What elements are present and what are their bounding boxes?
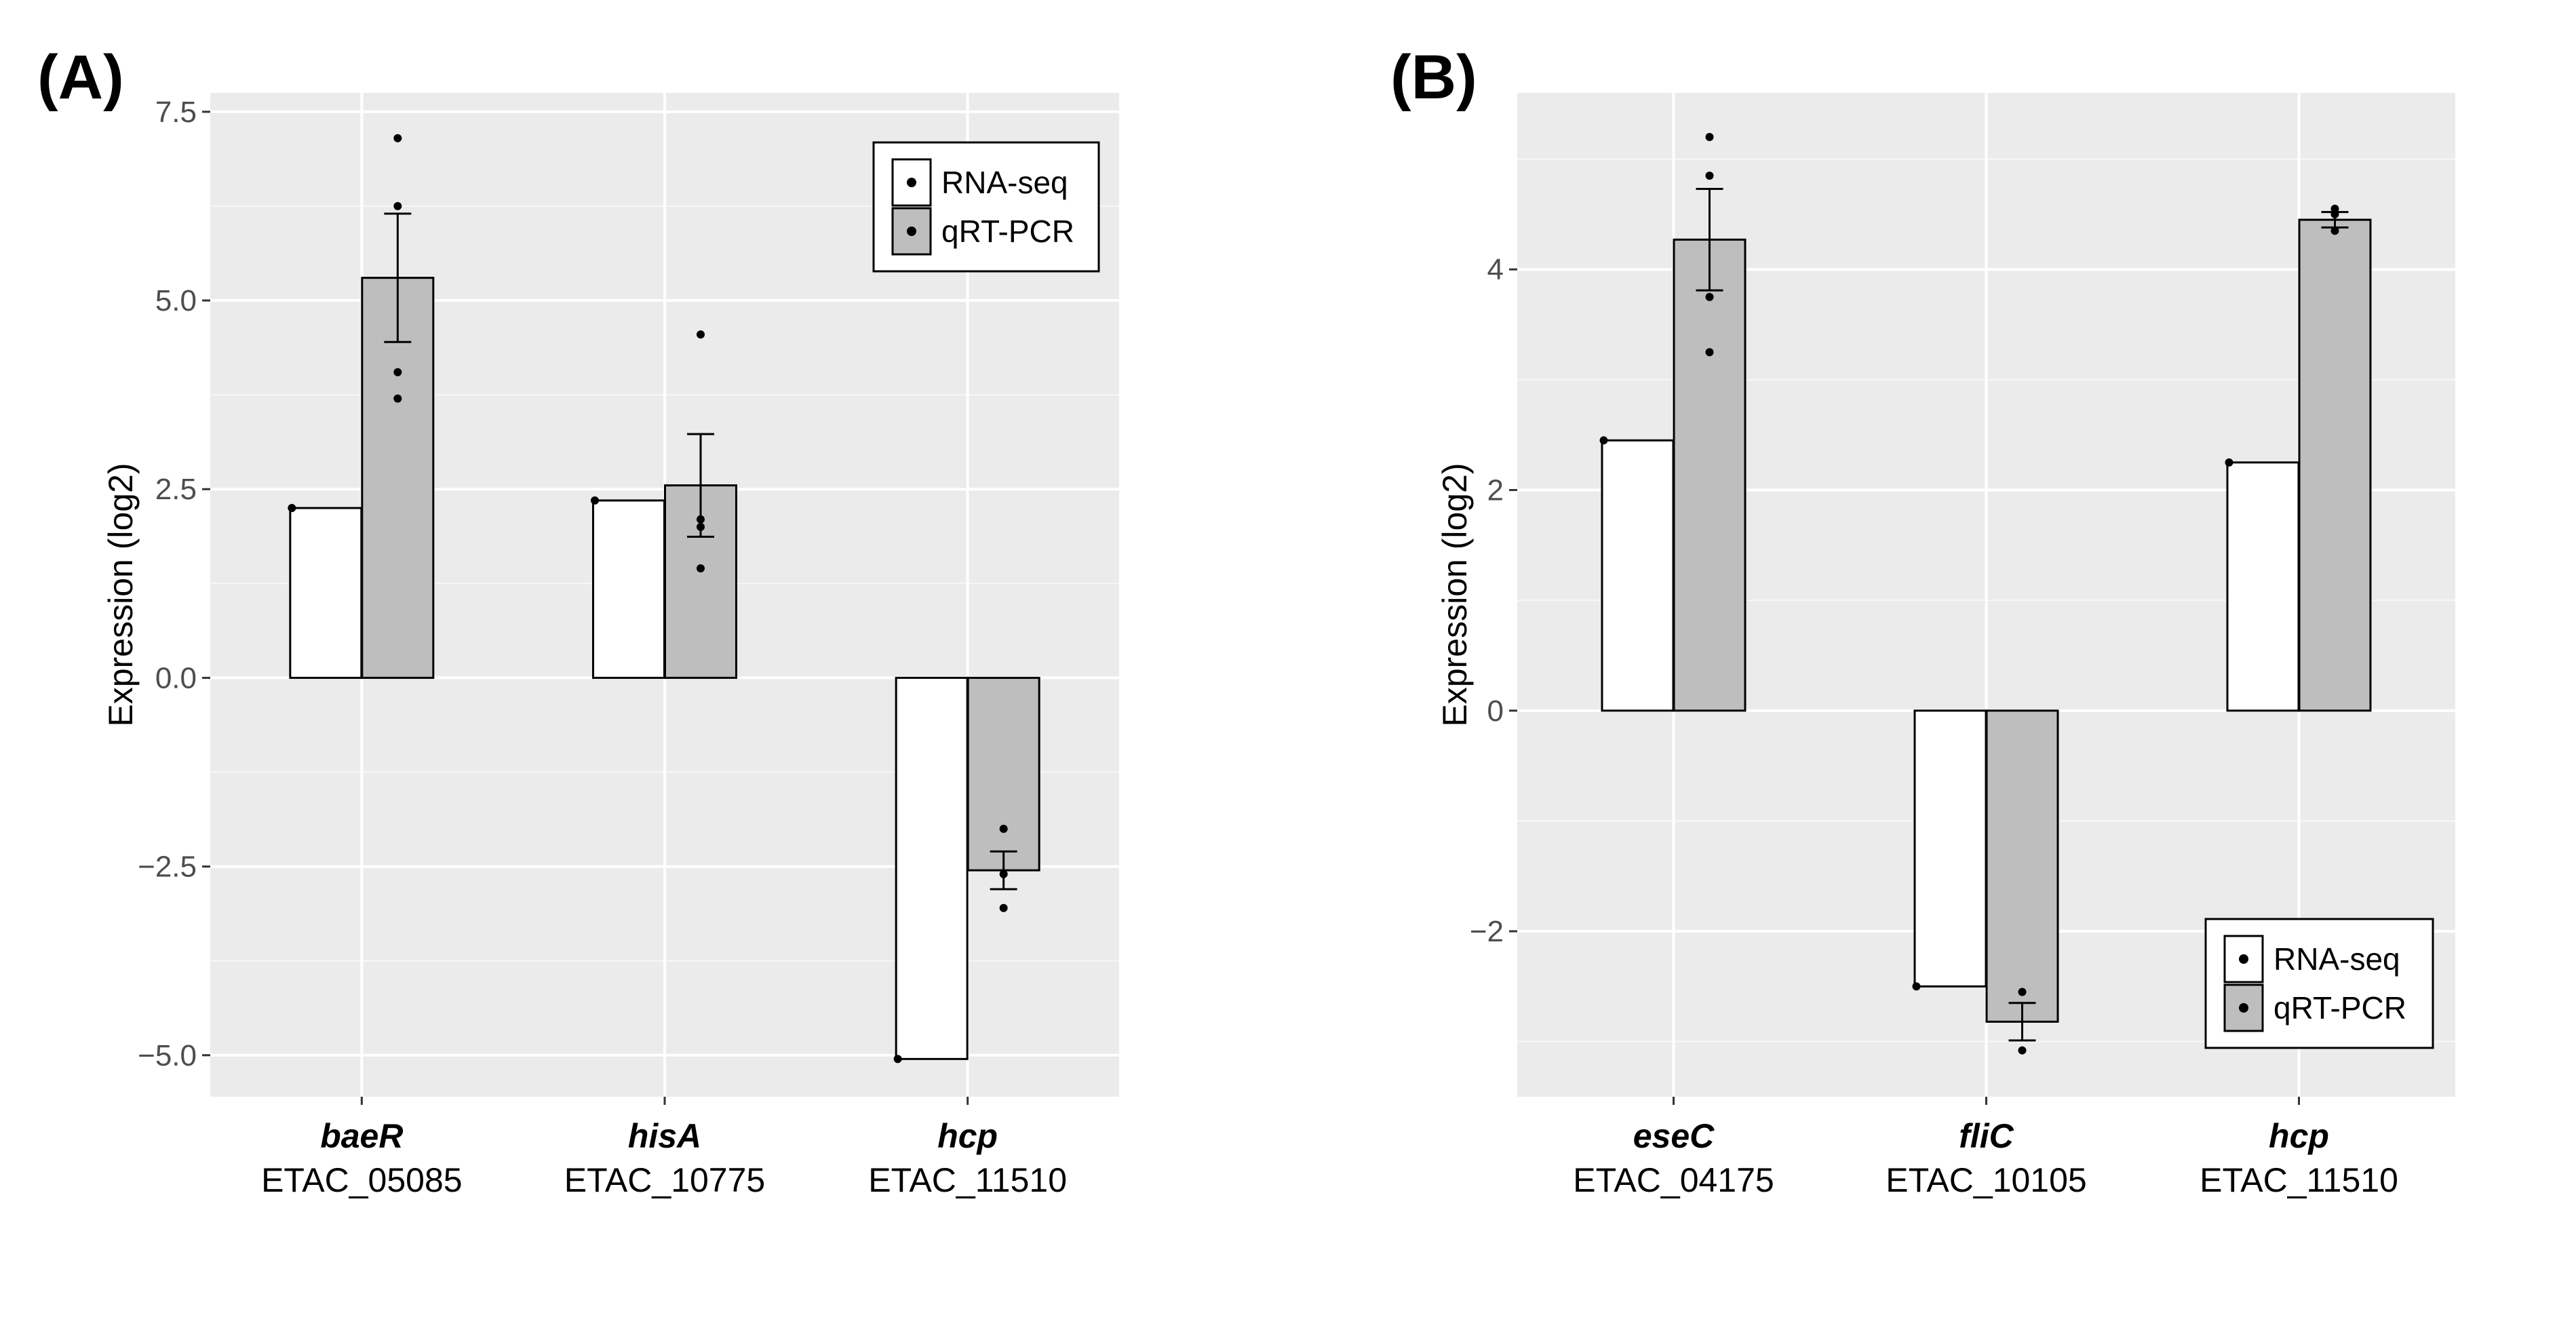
y-tick-label: 2 — [1487, 473, 1504, 507]
data-point — [393, 394, 402, 403]
data-point — [2225, 458, 2233, 467]
chart-panel-a: −5.0 −2.5 0.0 2.5 5.0 7.5 Expression (log2) bae… — [37, 43, 1119, 1199]
x-tick-label-gene: hcp — [937, 1117, 998, 1155]
x-tick-label-gene: eseC — [1633, 1117, 1715, 1155]
data-point — [1705, 348, 1714, 357]
data-point — [1705, 133, 1714, 142]
data-point — [591, 496, 599, 505]
data-point — [697, 330, 705, 339]
data-point — [893, 1055, 902, 1063]
y-axis-label: Expression (log2) — [102, 463, 140, 726]
bar-rna-seq-flic — [1913, 709, 1987, 988]
bar-qrt-pcr-esec — [1673, 238, 1746, 712]
data-point — [2018, 988, 2027, 996]
data-point — [999, 870, 1008, 878]
legend-key-point — [2239, 1003, 2248, 1013]
y-tick-label: 7.5 — [155, 96, 197, 129]
bar-rna-seq-hcp — [895, 676, 969, 1060]
data-point — [1912, 982, 1921, 991]
data-point — [1599, 436, 1608, 445]
bar-rna-seq-hcp — [2226, 461, 2300, 712]
legend-key-point — [2239, 954, 2248, 964]
chart-panel-b: −2 0 2 4 Expression (log2) eseC ETAC_04175 fliC… — [1390, 43, 2455, 1199]
data-point — [999, 903, 1008, 912]
legend-key-point — [907, 178, 916, 187]
y-tick-label: 4 — [1487, 253, 1504, 286]
x-tick-label-gene: hisA — [628, 1117, 701, 1155]
y-tick-label: 5.0 — [155, 284, 197, 317]
x-tick-label-gene: fliC — [1959, 1117, 2014, 1155]
data-point — [2330, 227, 2339, 235]
data-point — [393, 134, 402, 142]
data-point — [393, 368, 402, 376]
data-point — [697, 564, 705, 573]
y-tick-label: −2.5 — [138, 851, 197, 884]
x-tick-label-gene: hcp — [2269, 1117, 2329, 1155]
legend-key-qrt-pcr — [2223, 983, 2264, 1032]
y-tick-label: −2 — [1470, 915, 1504, 948]
bar-qrt-pcr-hcp — [967, 676, 1040, 872]
data-point — [288, 504, 296, 513]
bar-qrt-pcr-hcp — [2298, 218, 2372, 712]
bar-rna-seq-hisa — [592, 499, 665, 679]
legend-label: qRT-PCR — [2273, 990, 2406, 1026]
y-tick-label: 0 — [1487, 695, 1504, 728]
x-tick-label-locus: ETAC_11510 — [868, 1161, 1067, 1199]
bar-qrt-pcr-baer — [361, 277, 435, 679]
x-tick-label-locus: ETAC_10105 — [1886, 1161, 2086, 1199]
legend-label: RNA-seq — [941, 165, 1068, 200]
x-tick-label-gene: baeR — [320, 1117, 403, 1155]
panel-label: (B) — [1390, 43, 1477, 112]
x-tick-label-locus: ETAC_05085 — [261, 1161, 462, 1199]
y-tick-label: −5.0 — [138, 1039, 197, 1072]
data-point — [1705, 292, 1714, 301]
data-point — [1705, 171, 1714, 180]
legend: RNA-seq qRT-PCR — [872, 141, 1100, 273]
bar-rna-seq-baer — [289, 507, 363, 679]
data-point — [697, 515, 705, 524]
x-tick-label-locus: ETAC_04175 — [1573, 1161, 1774, 1199]
y-tick-label: 2.5 — [155, 473, 197, 506]
y-tick-label: 0.0 — [155, 661, 197, 695]
data-point — [2018, 1046, 2027, 1055]
y-axis-label: Expression (log2) — [1436, 463, 1474, 726]
x-tick-label-locus: ETAC_11510 — [2200, 1161, 2398, 1199]
data-point — [393, 201, 402, 210]
data-point — [2330, 210, 2339, 218]
legend: RNA-seq qRT-PCR — [2204, 918, 2434, 1049]
data-point — [697, 522, 705, 531]
bar-qrt-pcr-flic — [1985, 709, 2059, 1023]
legend-label: qRT-PCR — [941, 214, 1074, 249]
legend-label: RNA-seq — [2273, 941, 2400, 977]
bar-rna-seq-esec — [1601, 439, 1675, 712]
legend-key-point — [907, 227, 916, 236]
data-point — [999, 824, 1008, 833]
panel-label: (A) — [37, 43, 124, 112]
x-tick-label-locus: ETAC_10775 — [564, 1161, 765, 1199]
